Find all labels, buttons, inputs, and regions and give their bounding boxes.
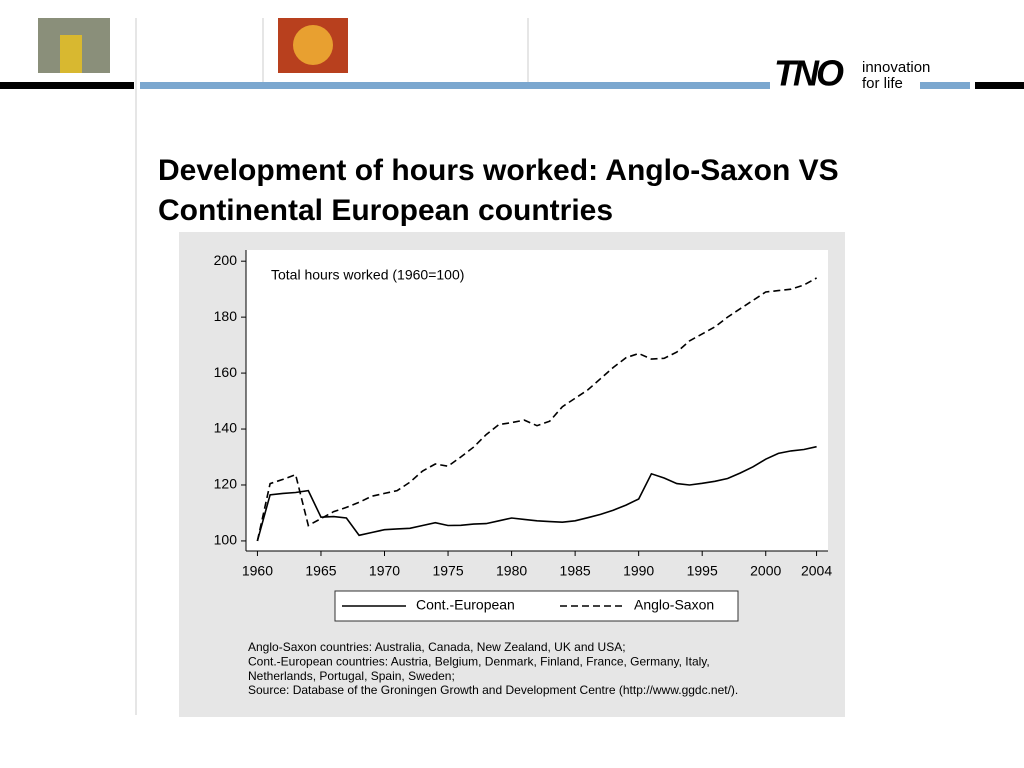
- slide-title: Continental European countries: [158, 194, 613, 227]
- header-bar: [975, 82, 1024, 89]
- photo-detail: [60, 35, 82, 73]
- y-tick-label: 140: [214, 420, 238, 436]
- tagline: for life: [862, 75, 903, 92]
- x-tick-label: 1960: [242, 563, 273, 579]
- note: Anglo-Saxon countries: Australia, Canada…: [248, 640, 626, 654]
- x-tick-label: 2004: [801, 563, 832, 579]
- legend-label: Cont.-European: [416, 597, 515, 613]
- y-tick-label: 180: [214, 308, 238, 324]
- annotation: Total hours worked (1960=100): [271, 267, 464, 283]
- x-tick-label: 1985: [560, 563, 591, 579]
- plot-area: [246, 250, 828, 551]
- photo-detail: [293, 25, 333, 65]
- x-tick-label: 1980: [496, 563, 527, 579]
- y-tick-label: 200: [214, 252, 238, 268]
- x-tick-label: 1965: [305, 563, 336, 579]
- y-tick-label: 120: [214, 476, 238, 492]
- y-tick-label: 160: [214, 364, 238, 380]
- x-tick-label: 1970: [369, 563, 400, 579]
- series-line: [256, 445, 817, 542]
- note: Netherlands, Portugal, Spain, Sweden;: [248, 669, 455, 683]
- header-bar: [0, 82, 134, 89]
- tagline: innovation: [862, 59, 930, 76]
- header-bar: [920, 82, 970, 89]
- x-tick-label: 2000: [750, 563, 781, 579]
- x-tick-label: 1990: [623, 563, 654, 579]
- x-tick-label: 1995: [687, 563, 718, 579]
- x-tick-label: 1975: [432, 563, 463, 579]
- note: Source: Database of the Groningen Growth…: [248, 683, 738, 697]
- slide-title: Development of hours worked: Anglo-Saxon…: [158, 154, 839, 187]
- logo: TNO: [774, 53, 844, 94]
- series-line: [256, 277, 817, 542]
- note: Cont.-European countries: Austria, Belgi…: [248, 654, 710, 668]
- legend-label: Anglo-Saxon: [634, 597, 714, 613]
- y-tick-label: 100: [214, 532, 238, 548]
- header-bar: [140, 82, 770, 89]
